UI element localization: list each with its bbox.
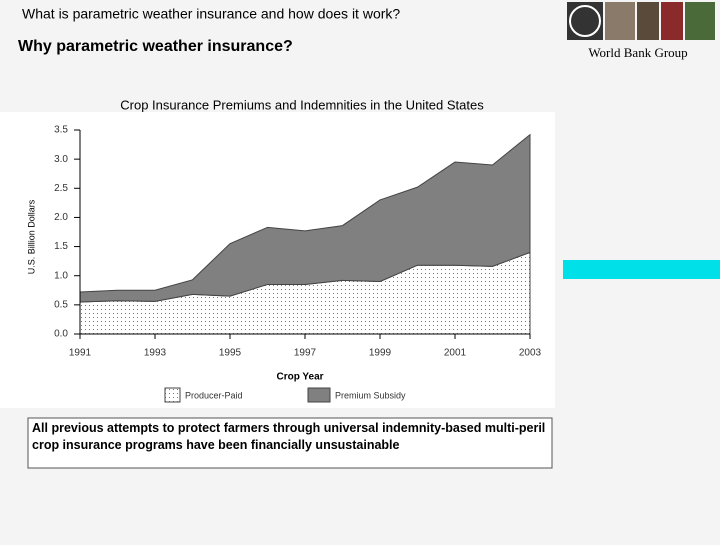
x-tick-label: 2003 xyxy=(519,348,542,359)
x-tick-label: 1999 xyxy=(369,348,392,359)
note: All previous attempts to protect farmers… xyxy=(32,421,546,452)
note-container: All previous attempts to protect farmers… xyxy=(32,421,546,452)
accent-bar xyxy=(563,260,720,279)
x-tick-label: 1991 xyxy=(69,348,92,359)
legend-label: Premium Subsidy xyxy=(335,390,406,400)
y-tick-label: 1.5 xyxy=(54,241,68,252)
chart-title: Crop Insurance Premiums and Indemnities … xyxy=(120,97,484,112)
note-box xyxy=(27,417,553,469)
logo xyxy=(567,2,715,40)
y-tick-label: 1.0 xyxy=(54,270,68,281)
x-tick-label: 1995 xyxy=(219,348,242,359)
slide-subtitle: Why parametric weather insurance? xyxy=(18,38,293,55)
legend-label: Producer-Paid xyxy=(185,390,243,400)
y-tick-label: 2.0 xyxy=(54,212,68,223)
slide-title: What is parametric weather insurance and… xyxy=(22,6,400,22)
y-tick-label: 3.0 xyxy=(54,154,68,165)
y-axis-label: U.S. Billion Dollars xyxy=(26,199,36,274)
area xyxy=(79,133,531,303)
logo-caption: World Bank Group xyxy=(588,45,687,60)
x-tick-label: 1993 xyxy=(144,348,167,359)
x-axis-label: Crop Year xyxy=(276,372,323,383)
y-tick-label: 0.5 xyxy=(54,299,68,310)
y-tick-label: 2.5 xyxy=(54,183,68,194)
x-tick-label: 2001 xyxy=(444,348,467,359)
legend-swatch xyxy=(164,387,181,403)
y-tick-label: 0.0 xyxy=(54,329,68,340)
y-tick-label: 3.5 xyxy=(54,125,68,136)
legend-swatch xyxy=(307,387,331,403)
x-tick-label: 1997 xyxy=(294,348,317,359)
